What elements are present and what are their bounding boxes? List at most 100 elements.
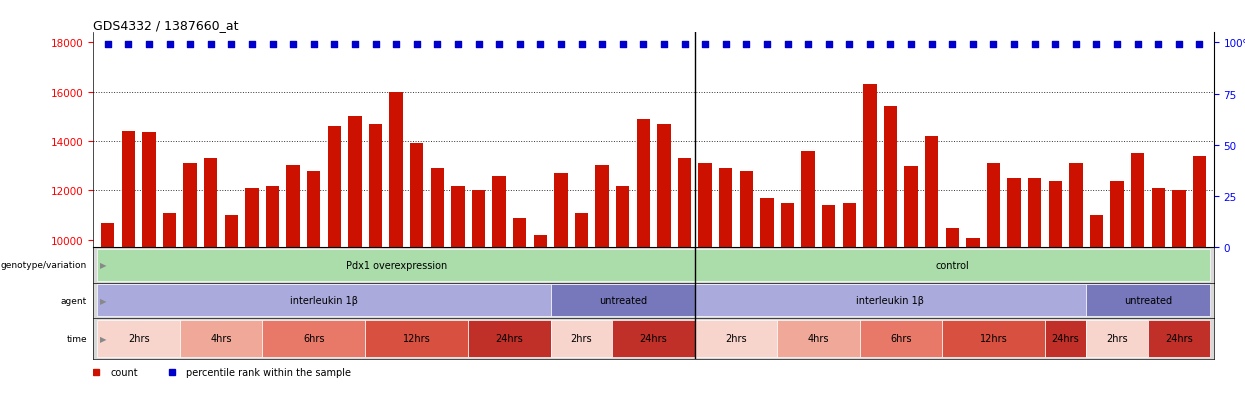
- Text: 6hrs: 6hrs: [303, 334, 325, 344]
- Point: [407, 42, 427, 49]
- Bar: [942, 320, 1045, 357]
- Bar: [390, 92, 403, 413]
- Text: untreated: untreated: [599, 295, 647, 306]
- Bar: [183, 164, 197, 413]
- Point: [571, 42, 591, 49]
- Bar: [513, 218, 527, 413]
- Point: [139, 42, 159, 49]
- Bar: [224, 216, 238, 413]
- Bar: [925, 137, 939, 413]
- Bar: [468, 320, 550, 357]
- Point: [942, 42, 962, 49]
- Point: [984, 42, 1003, 49]
- Point: [962, 42, 982, 49]
- Bar: [349, 117, 361, 413]
- Text: interleukin 1β: interleukin 1β: [857, 295, 925, 306]
- Text: ▶: ▶: [100, 261, 106, 270]
- Bar: [1148, 320, 1210, 357]
- Bar: [266, 186, 279, 413]
- Bar: [698, 164, 712, 413]
- Bar: [1048, 181, 1062, 413]
- Bar: [859, 320, 942, 357]
- Text: interleukin 1β: interleukin 1β: [290, 295, 359, 306]
- Point: [901, 42, 921, 49]
- Text: 6hrs: 6hrs: [890, 334, 911, 344]
- Point: [695, 42, 715, 49]
- Bar: [472, 191, 486, 413]
- Bar: [451, 186, 464, 413]
- Point: [448, 42, 468, 49]
- Bar: [204, 159, 218, 413]
- Bar: [163, 213, 177, 413]
- Point: [880, 42, 900, 49]
- Point: [757, 42, 777, 49]
- Text: ▶: ▶: [100, 296, 106, 305]
- Text: 2hrs: 2hrs: [1107, 334, 1128, 344]
- Bar: [245, 189, 259, 413]
- Bar: [695, 285, 1086, 316]
- Bar: [1111, 181, 1124, 413]
- Bar: [1069, 164, 1083, 413]
- Bar: [1152, 189, 1165, 413]
- Text: 24hrs: 24hrs: [1052, 334, 1079, 344]
- Point: [386, 42, 406, 49]
- Point: [798, 42, 818, 49]
- Bar: [122, 132, 136, 413]
- Bar: [550, 285, 695, 316]
- Bar: [966, 238, 980, 413]
- Point: [468, 42, 488, 49]
- Point: [736, 42, 756, 49]
- Bar: [1130, 154, 1144, 413]
- Point: [345, 42, 365, 49]
- Bar: [677, 159, 691, 413]
- Text: 24hrs: 24hrs: [640, 334, 667, 344]
- Bar: [781, 203, 794, 413]
- Point: [325, 42, 345, 49]
- Bar: [1028, 179, 1041, 413]
- Bar: [777, 320, 859, 357]
- Point: [819, 42, 839, 49]
- Bar: [1045, 320, 1086, 357]
- Bar: [97, 249, 695, 281]
- Point: [634, 42, 654, 49]
- Bar: [308, 171, 320, 413]
- Bar: [740, 171, 753, 413]
- Bar: [695, 249, 1210, 281]
- Point: [489, 42, 509, 49]
- Bar: [884, 107, 898, 413]
- Text: 12hrs: 12hrs: [403, 334, 431, 344]
- Bar: [97, 320, 179, 357]
- Bar: [97, 285, 550, 316]
- Point: [1189, 42, 1209, 49]
- Point: [1066, 42, 1086, 49]
- Bar: [286, 165, 300, 413]
- Text: 24hrs: 24hrs: [496, 334, 523, 344]
- Bar: [613, 320, 695, 357]
- Text: 2hrs: 2hrs: [570, 334, 593, 344]
- Bar: [720, 169, 732, 413]
- Bar: [863, 85, 876, 413]
- Point: [860, 42, 880, 49]
- Point: [675, 42, 695, 49]
- Text: Pdx1 overexpression: Pdx1 overexpression: [346, 260, 447, 271]
- Bar: [636, 119, 650, 413]
- Point: [509, 42, 529, 49]
- Bar: [431, 169, 444, 413]
- Bar: [1193, 157, 1206, 413]
- Text: untreated: untreated: [1124, 295, 1172, 306]
- Bar: [802, 152, 814, 413]
- Point: [181, 42, 200, 49]
- Text: 12hrs: 12hrs: [980, 334, 1007, 344]
- Point: [222, 42, 242, 49]
- Point: [778, 42, 798, 49]
- Point: [921, 42, 941, 49]
- Point: [1148, 42, 1168, 49]
- Text: time: time: [66, 334, 87, 343]
- Bar: [843, 203, 857, 413]
- Point: [366, 42, 386, 49]
- Text: percentile rank within the sample: percentile rank within the sample: [186, 368, 351, 377]
- Point: [716, 42, 736, 49]
- Point: [1087, 42, 1107, 49]
- Point: [593, 42, 613, 49]
- Bar: [904, 166, 918, 413]
